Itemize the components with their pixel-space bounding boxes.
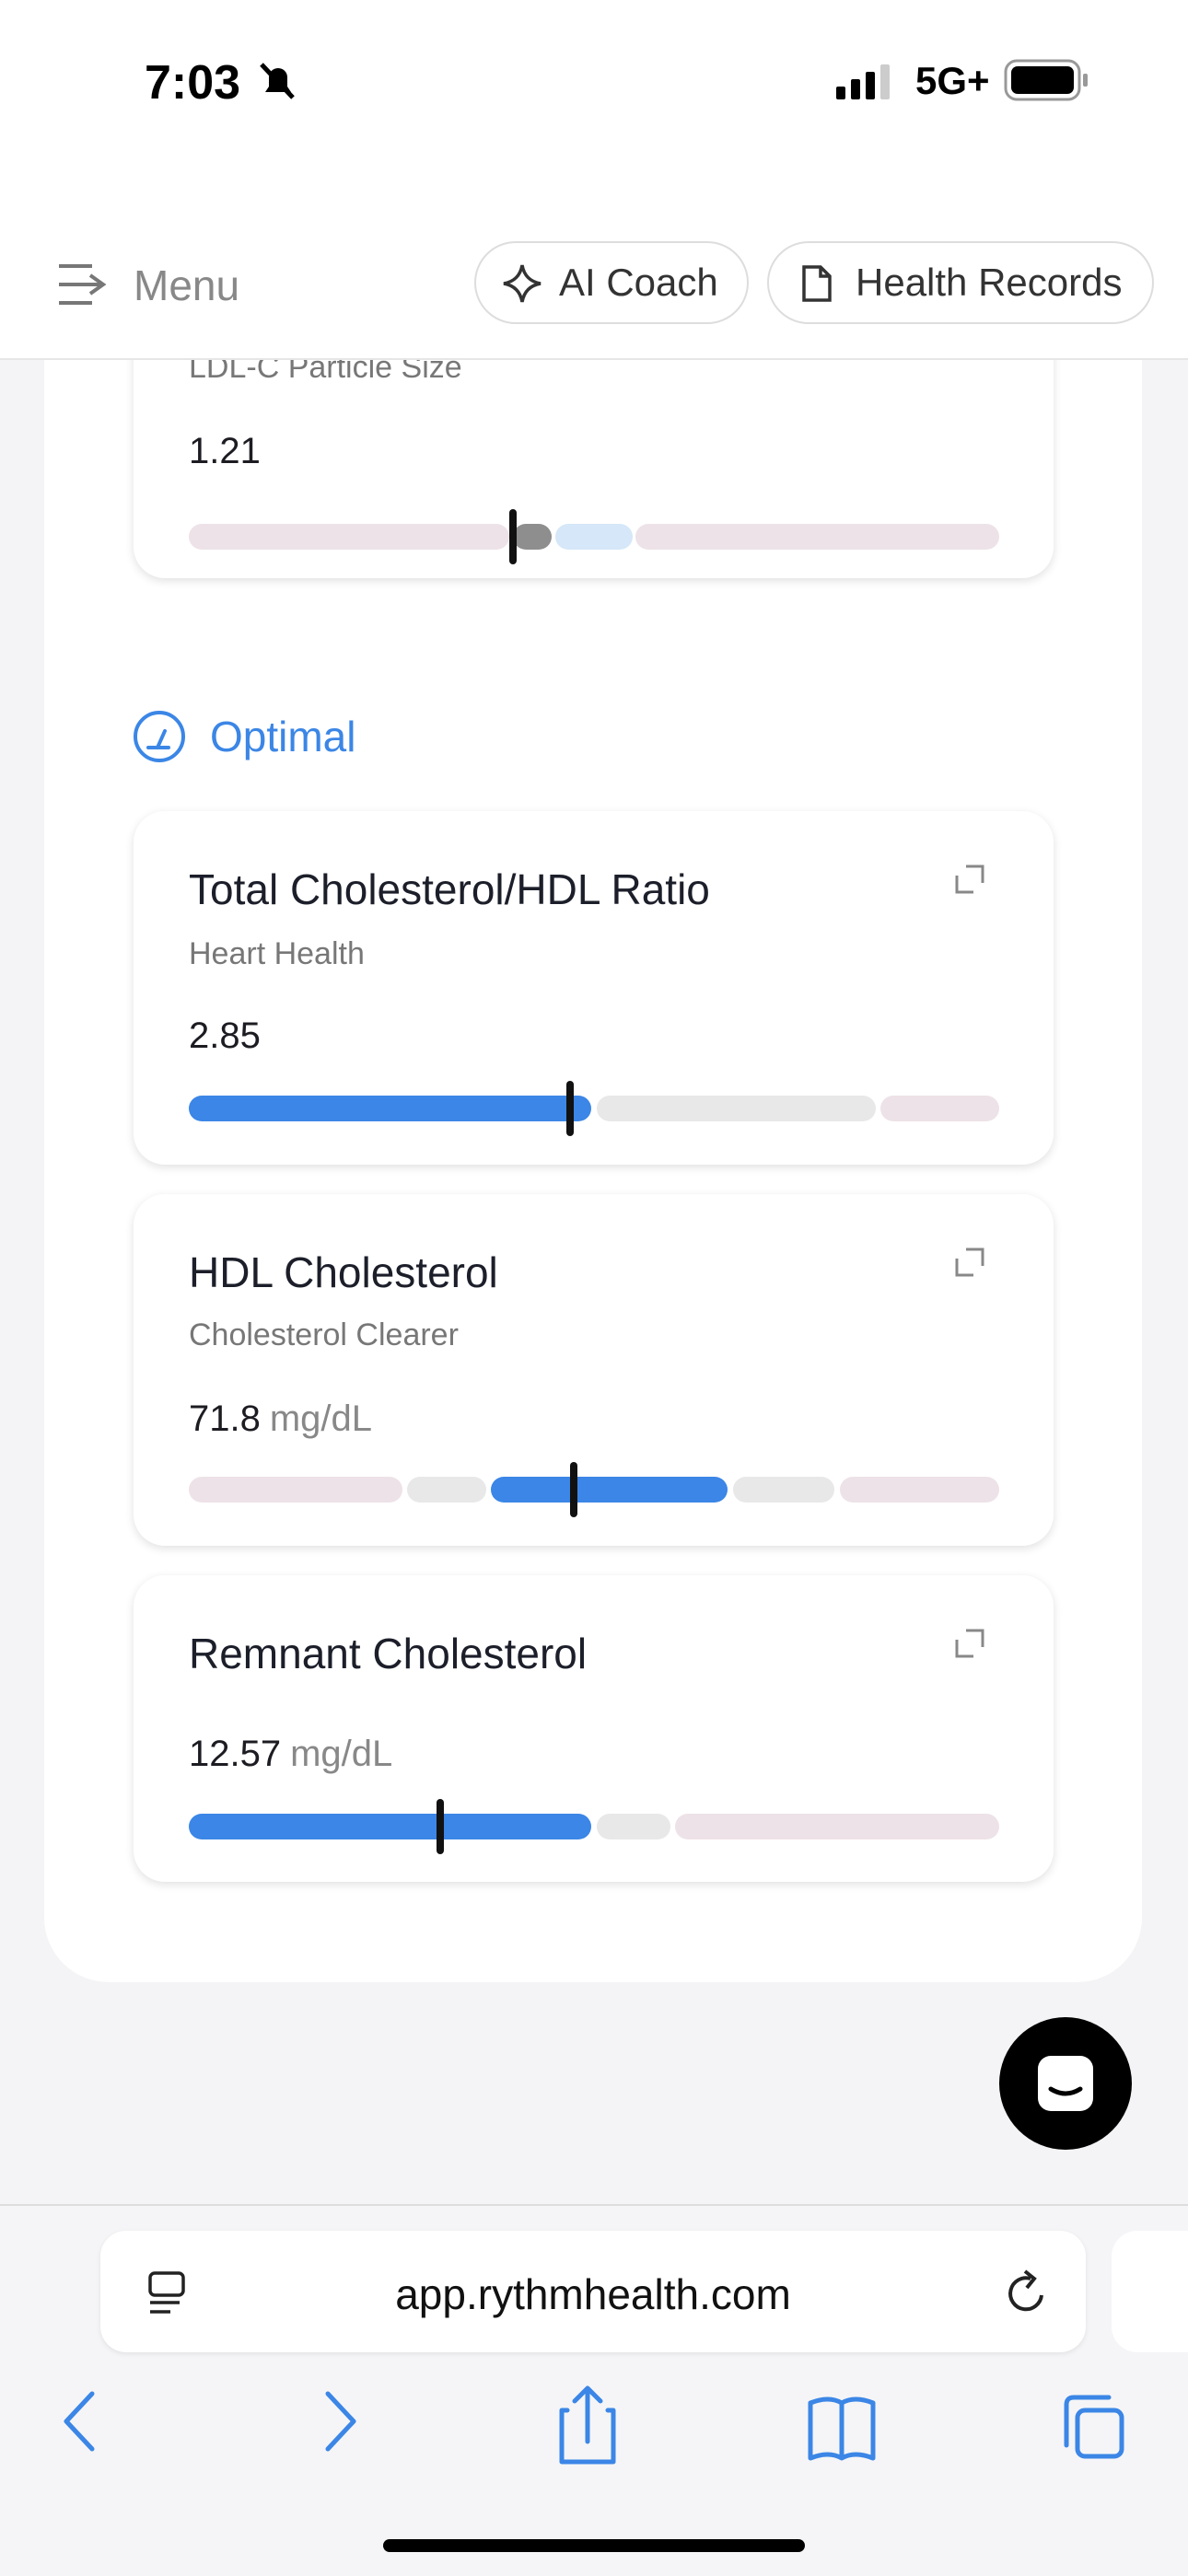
chat-button[interactable]: [999, 2017, 1132, 2150]
value: 1.21: [189, 431, 261, 471]
menu-label[interactable]: Menu: [134, 261, 240, 309]
home-indicator: [383, 2539, 805, 2552]
metric-card[interactable]: Remnant Cholesterol 12.57 mg/dL: [134, 1575, 1054, 1882]
range-segment: [839, 1477, 999, 1503]
range-segment: [512, 524, 553, 550]
range-segment: [675, 1814, 999, 1839]
button-label: Health Records: [856, 261, 1123, 304]
value: 12.57: [189, 1734, 282, 1774]
range-segment: [407, 1477, 487, 1503]
range-marker: [508, 509, 517, 564]
clock: 7:03: [145, 56, 241, 110]
health-records-button[interactable]: Health Records: [767, 241, 1154, 324]
range-bar: [134, 1799, 1054, 1854]
metric-card[interactable]: HDL Cholesterol Cholesterol Clearer 71.8…: [134, 1194, 1054, 1546]
range-segment: [189, 1477, 403, 1503]
sparkle-icon: [503, 264, 542, 303]
button-label: AI Coach: [559, 261, 718, 304]
value: 71.8: [189, 1398, 261, 1439]
card-subtitle: Heart Health: [189, 936, 365, 971]
document-icon: [802, 265, 832, 302]
card-title: Remnant Cholesterol: [189, 1630, 588, 1677]
card-title: HDL Cholesterol: [189, 1248, 498, 1296]
range-segment: [732, 1477, 835, 1503]
chat-icon: [1038, 2056, 1093, 2111]
expand-icon[interactable]: [953, 1627, 986, 1660]
url: app.rythmhealth.com: [395, 2270, 791, 2318]
range-marker: [566, 1081, 575, 1136]
metric-card[interactable]: Total Cholesterol/HDL Ratio Heart Health…: [134, 811, 1054, 1165]
card-subtitle: Cholesterol Clearer: [189, 1317, 459, 1352]
battery-icon: [1004, 59, 1088, 101]
expand-icon[interactable]: [953, 863, 986, 896]
tab-peek[interactable]: [1112, 2231, 1188, 2352]
reader-icon: [148, 2271, 185, 2314]
value: 2.85: [189, 1015, 261, 1056]
signal-icon: [836, 64, 890, 99]
header: 7:03 5G+ Menu AI Coach Health Records: [0, 0, 1188, 360]
bell-off-icon: [260, 63, 295, 99]
range-bar: [134, 1462, 1054, 1517]
card-title: Total Cholesterol/HDL Ratio: [189, 865, 710, 913]
range-bar: [134, 509, 1054, 564]
range-segment: [596, 1096, 876, 1121]
range-segment: [596, 1814, 670, 1839]
metric-value: 12.57 mg/dL: [189, 1734, 392, 1775]
browser-bar: app.rythmhealth.com: [0, 2204, 1188, 2576]
menu-icon[interactable]: [55, 261, 111, 308]
range-segment: [491, 1477, 728, 1503]
range-segment: [635, 524, 999, 550]
metric-value: 1.21: [189, 431, 261, 472]
reload-icon[interactable]: [1001, 2268, 1053, 2319]
range-marker: [569, 1462, 577, 1517]
network: 5G+: [915, 59, 990, 102]
range-segment: [189, 1814, 592, 1839]
optimal-icon: [134, 711, 185, 762]
unit: mg/dL: [269, 1398, 373, 1439]
metric-value: 71.8 mg/dL: [189, 1398, 372, 1440]
expand-icon[interactable]: [953, 1246, 986, 1279]
metric-value: 2.85: [189, 1015, 261, 1057]
toolbar[interactable]: [0, 2381, 1188, 2473]
section-label: Optimal: [210, 713, 356, 760]
range-segment: [189, 1096, 592, 1121]
url-pill[interactable]: app.rythmhealth.com: [100, 2231, 1086, 2352]
range-bar: [134, 1081, 1054, 1136]
range-marker: [437, 1799, 445, 1854]
range-segment: [189, 524, 510, 550]
range-segment: [554, 524, 633, 550]
ai-coach-button[interactable]: AI Coach: [474, 241, 749, 324]
unit: mg/dL: [290, 1734, 393, 1774]
range-segment: [880, 1096, 999, 1121]
